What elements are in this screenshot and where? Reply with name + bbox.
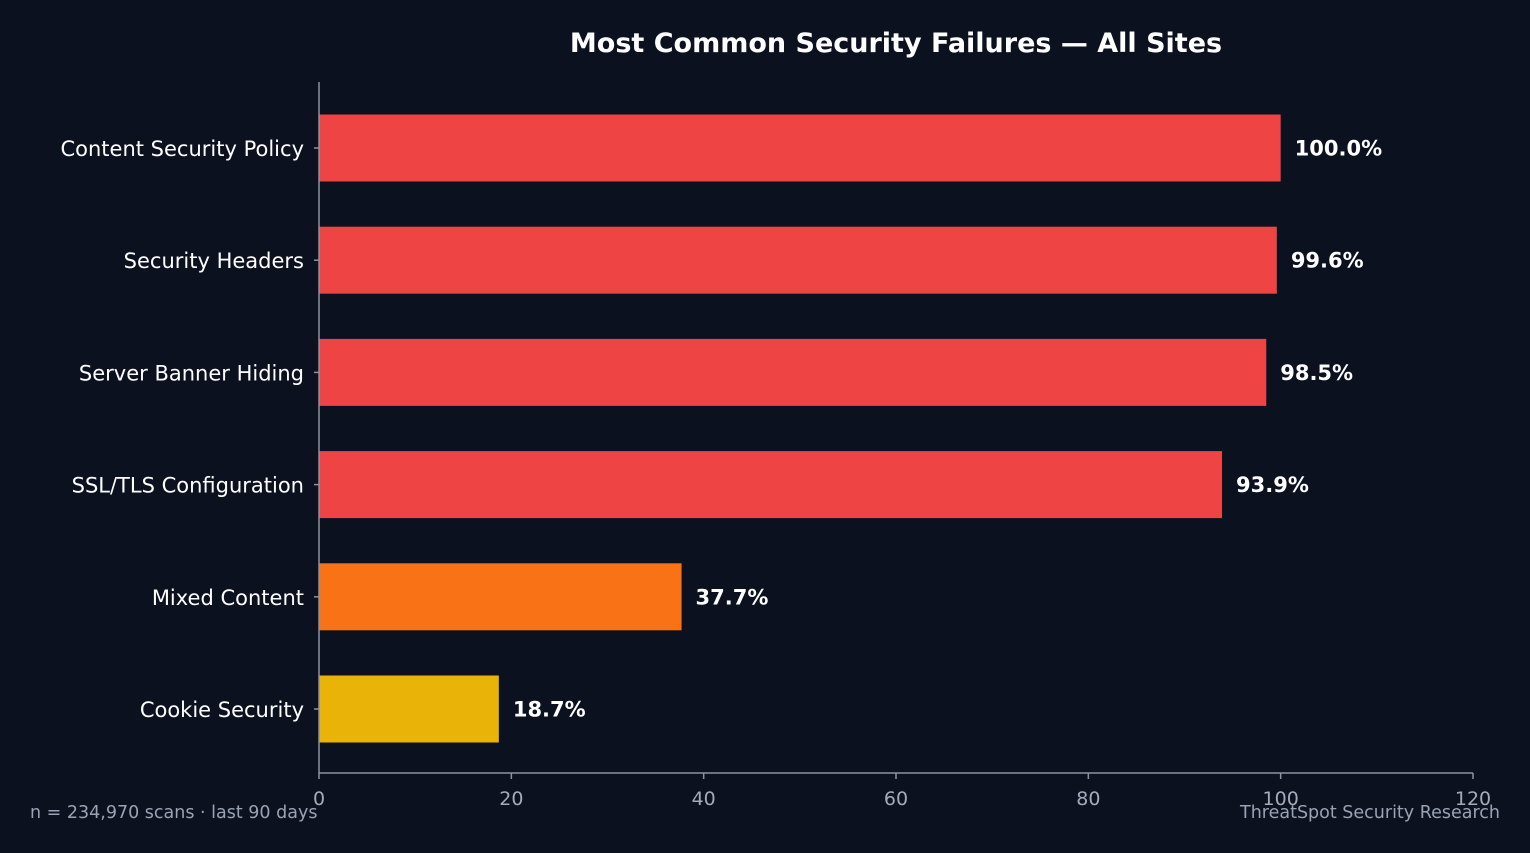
category-label: SSL/TLS Configuration xyxy=(72,474,304,498)
value-label: 99.6% xyxy=(1291,249,1364,273)
footer-sample-note: n = 234,970 scans · last 90 days xyxy=(30,803,318,823)
bar-mixed-content xyxy=(319,563,682,631)
bar-server-banner-hiding xyxy=(319,338,1267,406)
x-tick-label: 120 xyxy=(1455,788,1491,810)
x-tick-label: 20 xyxy=(499,788,523,810)
category-label: Security Headers xyxy=(124,249,304,273)
value-label: 18.7% xyxy=(513,698,586,722)
x-tick-label: 40 xyxy=(692,788,716,810)
category-label: Server Banner Hiding xyxy=(79,361,304,385)
x-tick-label: 100 xyxy=(1263,788,1299,810)
x-tick-label: 80 xyxy=(1076,788,1100,810)
chart-title: Most Common Security Failures — All Site… xyxy=(570,28,1222,59)
value-label: 100.0% xyxy=(1295,137,1382,161)
bar-ssl-tls-configuration xyxy=(319,451,1223,519)
value-label: 98.5% xyxy=(1280,361,1353,385)
bar-cookie-security xyxy=(319,675,499,743)
x-tick-label: 0 xyxy=(313,788,325,810)
bars-layer: 100.0% 99.6% 98.5% 93.9% 37.7% 18.7% xyxy=(319,114,1382,743)
value-label: 93.9% xyxy=(1236,473,1309,497)
footer-source: ThreatSpot Security Research xyxy=(1240,803,1500,823)
x-tick-label: 60 xyxy=(884,788,908,810)
axes-layer: Content Security Policy Security Headers S… xyxy=(60,82,1491,810)
category-label: Cookie Security xyxy=(140,698,304,722)
value-label: 37.7% xyxy=(696,585,769,609)
bar-content-security-policy xyxy=(319,114,1281,182)
category-label: Mixed Content xyxy=(152,586,304,610)
bar-security-headers xyxy=(319,226,1277,294)
category-label: Content Security Policy xyxy=(60,137,304,161)
